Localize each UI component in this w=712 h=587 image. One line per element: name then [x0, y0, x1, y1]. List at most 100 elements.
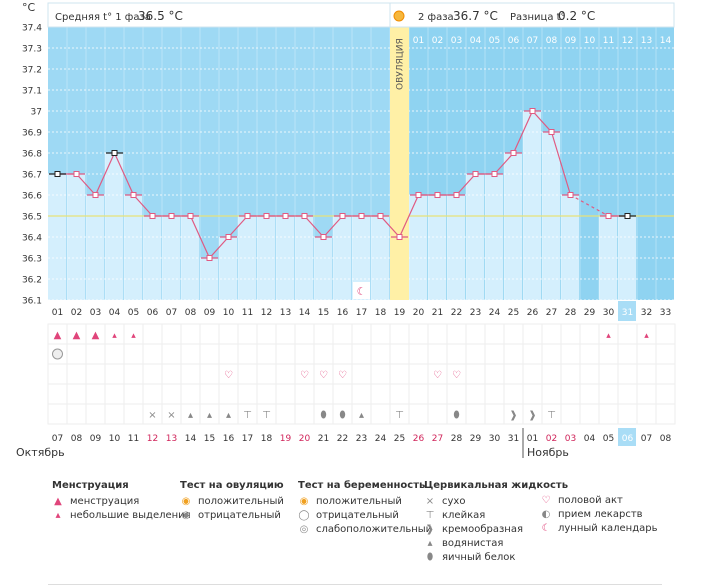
observation-cell	[256, 343, 277, 365]
temp-point	[92, 192, 99, 198]
observation-cell	[180, 383, 201, 405]
observation-cell	[446, 343, 467, 365]
luteal-day-label: 12	[622, 36, 633, 46]
cycle-day-label: 19	[394, 308, 406, 318]
temp-point	[396, 234, 403, 240]
observation-cell	[655, 403, 676, 425]
temp-segment	[398, 194, 420, 238]
observation-cell	[579, 363, 600, 385]
luteal-day-label: 11	[603, 36, 614, 46]
observation-cell	[275, 343, 296, 365]
y-tick-label: 36.5	[22, 213, 42, 223]
observation-cell	[256, 363, 277, 385]
date-label: 27	[432, 434, 443, 444]
date-label: 19	[280, 434, 292, 444]
observation-cell	[427, 403, 448, 425]
temp-segment	[494, 152, 514, 175]
observation-cell	[655, 383, 676, 405]
observation-cell	[503, 343, 524, 365]
observation-cell	[389, 323, 410, 345]
observation-cell	[503, 363, 524, 385]
observation-cell	[199, 363, 220, 385]
legend-item: ◉ положительный	[298, 495, 432, 509]
legend-item: ◉ положительный	[180, 495, 284, 509]
temp-point	[244, 213, 251, 219]
observation-cell	[408, 343, 429, 365]
temp-segment	[456, 173, 476, 196]
observation-cell	[66, 343, 87, 365]
temp-bar	[447, 195, 465, 300]
dry-icon: ×	[167, 410, 175, 421]
cycle-day-label: 32	[641, 308, 652, 318]
temp-bar	[466, 174, 484, 300]
observation-cell	[142, 323, 163, 345]
menstruation-icon: ▲	[54, 496, 62, 507]
observation-cell	[617, 383, 638, 405]
temp-segment	[133, 194, 153, 217]
y-tick-label: 37	[31, 108, 42, 118]
temp-segment	[532, 110, 552, 133]
ovulation-positive-icon: ◉	[181, 496, 191, 507]
observation-cell	[237, 323, 258, 345]
cycle-day-label: 03	[90, 308, 101, 318]
diff-value: 0.2 °C	[558, 9, 595, 23]
temp-segment	[304, 215, 324, 238]
observation-cell	[408, 363, 429, 385]
observation-cell	[351, 323, 372, 345]
moon-icon: ☾	[357, 285, 367, 298]
watery-icon: ▴	[207, 410, 212, 421]
observation-cell	[85, 403, 106, 425]
legend-label: небольшие выделения	[70, 510, 191, 521]
luteal-day-label: 05	[489, 36, 500, 46]
date-label: 11	[128, 434, 139, 444]
observation-cell	[66, 383, 87, 405]
observation-cell	[370, 403, 391, 425]
watery-icon: ▴	[359, 410, 364, 421]
legend-label: половой акт	[558, 495, 623, 506]
legend-label: положительный	[198, 496, 284, 507]
temp-bar	[314, 237, 332, 300]
pregnancy-positive-icon: ◉	[299, 496, 309, 507]
legend-item: ♡ половой акт	[540, 494, 658, 508]
observation-cell	[199, 343, 220, 365]
observation-cell	[104, 343, 125, 365]
observation-cell	[85, 363, 106, 385]
observation-cell	[313, 323, 334, 345]
moon-cell	[353, 282, 370, 299]
cycle-day-label: 26	[527, 308, 539, 318]
observation-cell	[370, 343, 391, 365]
observation-cell	[427, 343, 448, 365]
temp-point	[339, 213, 346, 219]
legend-item: ▴ небольшие выделения	[52, 509, 191, 523]
observation-cell	[465, 343, 486, 365]
date-label: 06	[622, 434, 634, 444]
cycle-day-label: 06	[147, 308, 159, 318]
luteal-day-label: 09	[565, 36, 577, 46]
temp-segment	[209, 236, 229, 259]
observation-cell	[484, 323, 505, 345]
observation-cell	[389, 343, 410, 365]
observation-cell	[579, 403, 600, 425]
temp-point	[301, 213, 308, 219]
date-label: 30	[489, 434, 501, 444]
cycle-day-label: 17	[356, 308, 367, 318]
observation-cell	[636, 403, 657, 425]
temp-segment	[380, 215, 400, 238]
observation-cell	[617, 363, 638, 385]
observation-cell	[275, 403, 296, 425]
observation-cell	[275, 363, 296, 385]
luteal-day-label: 04	[470, 36, 482, 46]
temp-bar	[219, 237, 237, 300]
date-label: 21	[318, 434, 329, 444]
temp-point	[453, 192, 460, 198]
temp-bar	[561, 195, 579, 300]
observation-cell	[47, 403, 68, 425]
legend-label: отрицательный	[316, 510, 399, 521]
current-day-highlight	[618, 301, 636, 321]
cycle-day-label: 04	[109, 308, 121, 318]
temp-segment	[550, 131, 572, 196]
luteal-day-label: 01	[413, 36, 424, 46]
cycle-day-label: 10	[223, 308, 235, 318]
legend-label: клейкая	[442, 510, 486, 521]
temp-bar	[504, 153, 522, 300]
